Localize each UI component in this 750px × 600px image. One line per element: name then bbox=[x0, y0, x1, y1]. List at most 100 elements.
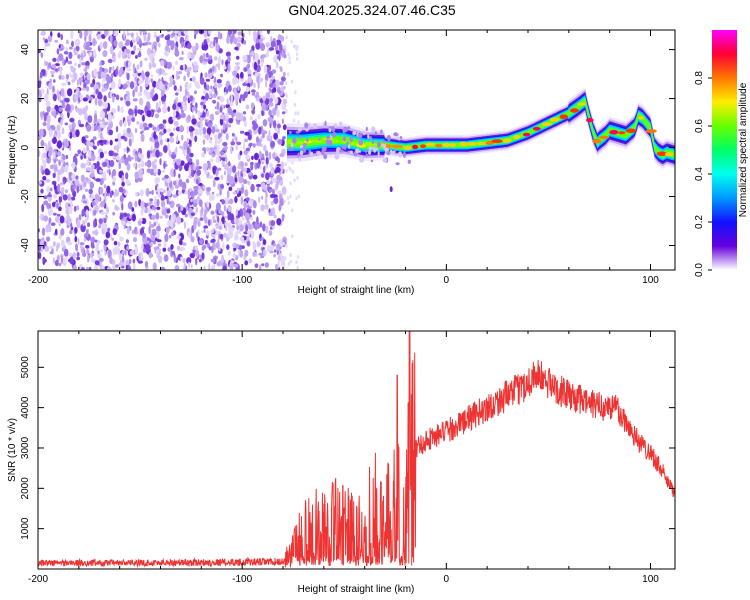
signal-speckle bbox=[343, 145, 347, 150]
noise-dot bbox=[38, 49, 42, 54]
noise-dot bbox=[202, 163, 208, 171]
signal-core bbox=[541, 122, 552, 126]
noise-dot bbox=[236, 120, 239, 124]
noise-dot bbox=[62, 257, 67, 263]
noise-dot bbox=[261, 195, 264, 200]
noise-dot bbox=[84, 77, 88, 81]
noise-dot bbox=[80, 52, 84, 61]
noise-dot bbox=[183, 141, 188, 150]
noise-dot bbox=[73, 51, 79, 56]
signal-speckle bbox=[367, 134, 370, 140]
signal-speckle bbox=[373, 147, 377, 153]
noise-dot bbox=[126, 147, 130, 152]
noise-dot bbox=[151, 206, 157, 211]
noise-dot bbox=[232, 165, 237, 174]
noise-dot bbox=[40, 88, 45, 94]
noise-dot bbox=[73, 264, 77, 270]
noise-dot bbox=[228, 101, 234, 107]
noise-dot bbox=[265, 92, 271, 99]
noise-dot bbox=[224, 146, 228, 150]
noise-dot bbox=[172, 103, 177, 111]
noise-dot bbox=[206, 84, 210, 91]
noise-dot bbox=[256, 240, 261, 248]
noise-dot bbox=[264, 250, 268, 255]
noise-dot bbox=[203, 147, 207, 155]
noise-dot bbox=[219, 95, 224, 103]
noise-dot bbox=[152, 88, 155, 94]
noise-dot bbox=[237, 153, 241, 161]
noise-dot bbox=[146, 92, 151, 100]
noise-dot bbox=[155, 149, 160, 158]
noise-dot bbox=[215, 213, 218, 219]
colorbar-tick-label: 0.6 bbox=[694, 119, 705, 133]
noise-dot bbox=[176, 203, 181, 208]
noise-dot bbox=[226, 232, 232, 238]
noise-dot bbox=[169, 132, 174, 137]
noise-dot bbox=[55, 111, 59, 115]
spectrogram-y-tick-label: -40 bbox=[20, 238, 31, 253]
noise-dot bbox=[205, 230, 210, 236]
noise-dot bbox=[235, 111, 241, 121]
noise-dot bbox=[186, 35, 190, 43]
noise-dot bbox=[69, 46, 73, 50]
noise-dot bbox=[245, 212, 251, 222]
snr-x-tick-label: 0 bbox=[444, 574, 450, 585]
noise-dot bbox=[59, 182, 64, 186]
signal-speckle bbox=[297, 152, 300, 158]
noise-dot bbox=[195, 257, 198, 266]
noise-dot bbox=[261, 153, 265, 159]
noise-dot bbox=[245, 197, 250, 202]
noise-dot bbox=[225, 112, 230, 119]
signal-core bbox=[645, 129, 657, 134]
noise-dot bbox=[111, 199, 116, 203]
noise-dot bbox=[134, 128, 138, 133]
noise-dot bbox=[247, 75, 252, 84]
noise-dot bbox=[239, 71, 244, 79]
noise-dot bbox=[67, 241, 73, 246]
noise-dot bbox=[120, 97, 124, 101]
noise-dot bbox=[40, 52, 44, 58]
noise-dot bbox=[114, 206, 120, 211]
noise-dot bbox=[175, 146, 178, 153]
noise-dot bbox=[199, 239, 204, 245]
noise-dot bbox=[156, 198, 160, 207]
signal-speckle bbox=[289, 130, 292, 135]
noise-dot bbox=[289, 181, 292, 186]
noise-dot bbox=[273, 132, 278, 140]
noise-dot bbox=[181, 40, 184, 49]
noise-dot bbox=[61, 127, 65, 135]
noise-dot bbox=[40, 30, 46, 36]
noise-dot bbox=[287, 200, 290, 205]
signal-speckle bbox=[365, 153, 368, 157]
noise-dot bbox=[98, 224, 102, 229]
noise-dot bbox=[264, 262, 269, 268]
signal-speckle bbox=[395, 162, 400, 166]
signal-speckle bbox=[365, 126, 368, 132]
noise-dot bbox=[138, 97, 144, 106]
noise-dot bbox=[123, 30, 126, 40]
noise-dot bbox=[270, 117, 274, 125]
noise-dot bbox=[190, 264, 193, 269]
noise-dot bbox=[276, 174, 282, 181]
signal-speckle bbox=[330, 125, 336, 132]
noise-dot bbox=[73, 47, 76, 53]
noise-dot bbox=[162, 80, 166, 85]
noise-dot bbox=[275, 50, 280, 55]
snr-x-tick-label: -100 bbox=[232, 574, 252, 585]
noise-dot bbox=[45, 100, 51, 107]
noise-dot bbox=[105, 210, 108, 216]
noise-dot bbox=[85, 209, 89, 216]
noise-dot bbox=[193, 64, 198, 72]
signal-speckle bbox=[347, 126, 351, 130]
noise-dot bbox=[202, 185, 206, 190]
noise-dot bbox=[159, 215, 163, 219]
noise-dot bbox=[41, 227, 46, 236]
noise-dot bbox=[66, 214, 70, 221]
noise-dot bbox=[109, 87, 112, 91]
noise-dot bbox=[280, 66, 283, 73]
noise-dot bbox=[221, 156, 226, 162]
noise-dot bbox=[215, 156, 221, 163]
noise-dot bbox=[196, 231, 199, 239]
noise-dot bbox=[52, 151, 56, 159]
noise-dot bbox=[53, 182, 57, 191]
